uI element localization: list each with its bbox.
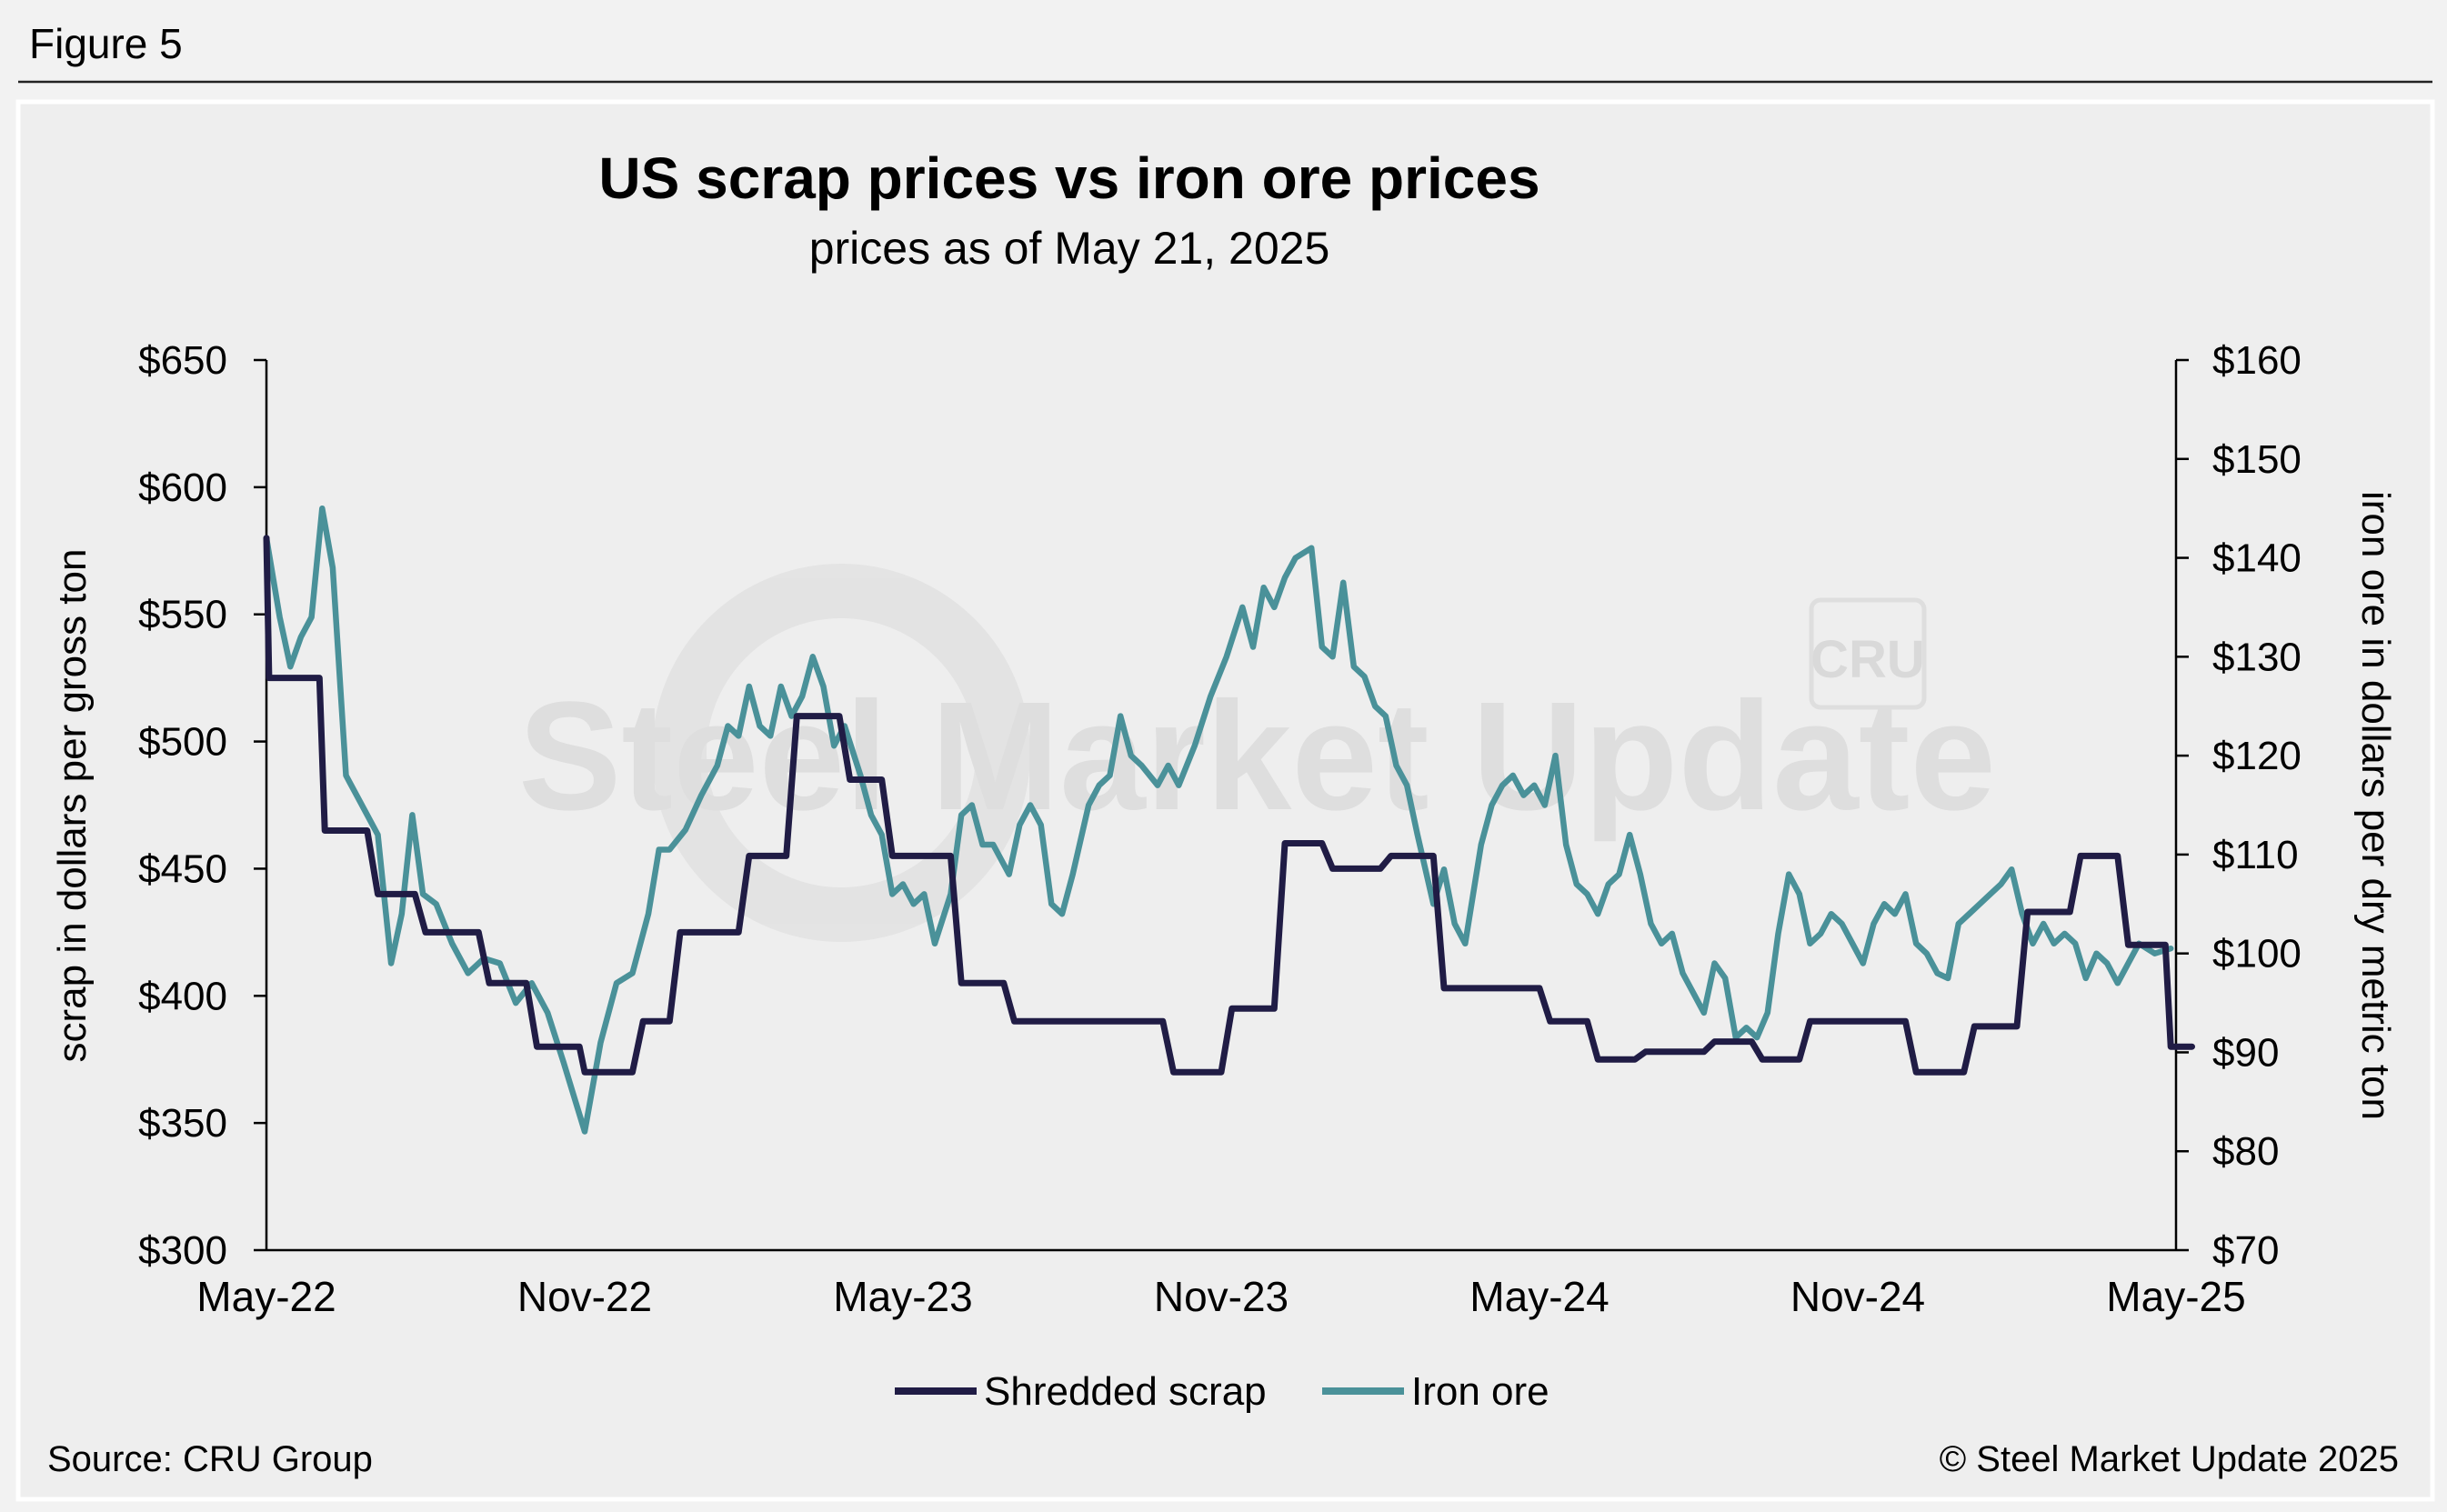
right-tick-label: $140 bbox=[2212, 536, 2302, 581]
left-tick-label: $300 bbox=[138, 1228, 227, 1273]
watermark-badge-text: CRU bbox=[1810, 630, 1925, 689]
x-tick-label: Nov-23 bbox=[1154, 1273, 1289, 1320]
copyright-note: © Steel Market Update 2025 bbox=[1940, 1439, 2399, 1479]
right-tick-label: $150 bbox=[2212, 437, 2302, 482]
left-tick-label: $650 bbox=[138, 338, 227, 383]
x-axis-ticks: May-22 Nov-22 May-23 Nov-23 May-24 Nov-24 May-… bbox=[196, 1273, 2245, 1320]
right-tick-label: $110 bbox=[2212, 833, 2299, 877]
legend: Shredded scrap Iron ore bbox=[895, 1369, 1549, 1414]
source-note: Source: CRU Group bbox=[47, 1439, 373, 1479]
left-tick-label: $550 bbox=[138, 593, 227, 637]
left-axis-title: scrap in dollars per gross ton bbox=[50, 549, 95, 1063]
series-layer bbox=[263, 505, 2195, 1135]
x-tick-label: May-23 bbox=[833, 1273, 972, 1320]
right-axis-title: iron ore in dollars per dry metric ton bbox=[2353, 491, 2398, 1120]
series-line-shredded-scrap bbox=[263, 535, 2195, 1076]
right-tick-label: $70 bbox=[2212, 1228, 2279, 1273]
x-tick-label: May-24 bbox=[1469, 1273, 1609, 1320]
right-axis-ticks: $70 $80 $90 $100 $110 $120 $130 $140 $150 $160 bbox=[2176, 338, 2302, 1273]
right-tick-label: $80 bbox=[2212, 1129, 2279, 1174]
watermark-badge bbox=[1809, 597, 1927, 710]
right-tick-label: $160 bbox=[2212, 338, 2302, 383]
right-tick-label: $90 bbox=[2212, 1030, 2279, 1075]
right-tick-label: $100 bbox=[2212, 932, 2302, 976]
right-tick-label: $120 bbox=[2212, 734, 2302, 778]
series-line-iron-ore bbox=[263, 505, 2174, 1135]
x-tick-label: May-25 bbox=[2106, 1273, 2245, 1320]
chart-title: US scrap prices vs iron ore prices bbox=[598, 145, 1539, 211]
x-tick-label: May-22 bbox=[196, 1273, 336, 1320]
watermark-swoosh bbox=[652, 564, 1030, 942]
x-tick-label: Nov-24 bbox=[1790, 1273, 1925, 1320]
left-tick-label: $500 bbox=[138, 720, 227, 765]
chart-subtitle: prices as of May 21, 2025 bbox=[809, 223, 1330, 274]
left-tick-label: $400 bbox=[138, 974, 227, 1018]
right-tick-label: $130 bbox=[2212, 635, 2302, 679]
left-tick-label: $350 bbox=[138, 1101, 227, 1146]
legend-label-iron-ore: Iron ore bbox=[1411, 1369, 1549, 1414]
legend-label-shredded-scrap: Shredded scrap bbox=[984, 1369, 1267, 1414]
left-axis-ticks: $300 $350 $400 $450 $500 $550 $600 $650 bbox=[138, 338, 266, 1273]
watermark-text: Steel Market Update bbox=[518, 670, 1996, 843]
left-tick-label: $600 bbox=[138, 466, 227, 510]
x-tick-label: Nov-22 bbox=[517, 1273, 652, 1320]
chart-panel bbox=[15, 99, 2435, 1502]
left-tick-label: $450 bbox=[138, 846, 227, 891]
figure-label: Figure 5 bbox=[29, 20, 183, 67]
watermark: Steel Market Update CRU bbox=[518, 564, 1996, 942]
